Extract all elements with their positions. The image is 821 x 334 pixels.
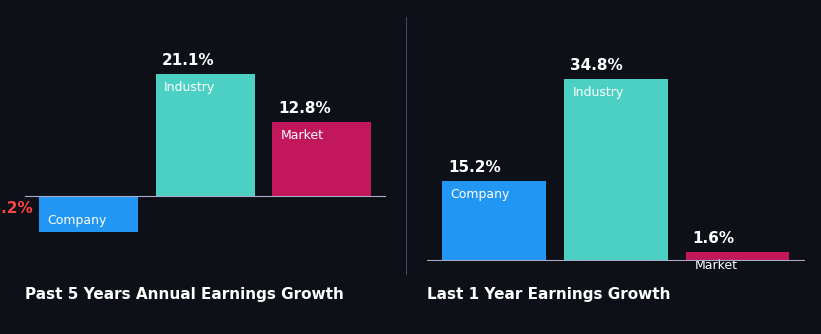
Bar (564, 79, 667, 260)
Text: -6.2%: -6.2% (0, 201, 34, 216)
Text: Company: Company (451, 188, 510, 201)
Text: 12.8%: 12.8% (278, 101, 331, 116)
Text: 15.2%: 15.2% (448, 160, 501, 175)
Text: Past 5 Years Annual Earnings Growth: Past 5 Years Annual Earnings Growth (25, 287, 343, 302)
Bar (273, 122, 371, 196)
Text: Industry: Industry (164, 81, 215, 94)
Text: 34.8%: 34.8% (570, 58, 623, 73)
Bar (443, 181, 546, 260)
Bar (39, 196, 138, 232)
Text: 1.6%: 1.6% (692, 231, 734, 246)
Text: Market: Market (281, 129, 323, 142)
Bar (156, 74, 255, 196)
Text: Market: Market (695, 259, 737, 272)
Text: Industry: Industry (572, 86, 624, 99)
Text: Last 1 Year Earnings Growth: Last 1 Year Earnings Growth (427, 287, 671, 302)
Text: 21.1%: 21.1% (162, 53, 214, 68)
Bar (686, 252, 789, 260)
Text: Company: Company (48, 214, 107, 227)
